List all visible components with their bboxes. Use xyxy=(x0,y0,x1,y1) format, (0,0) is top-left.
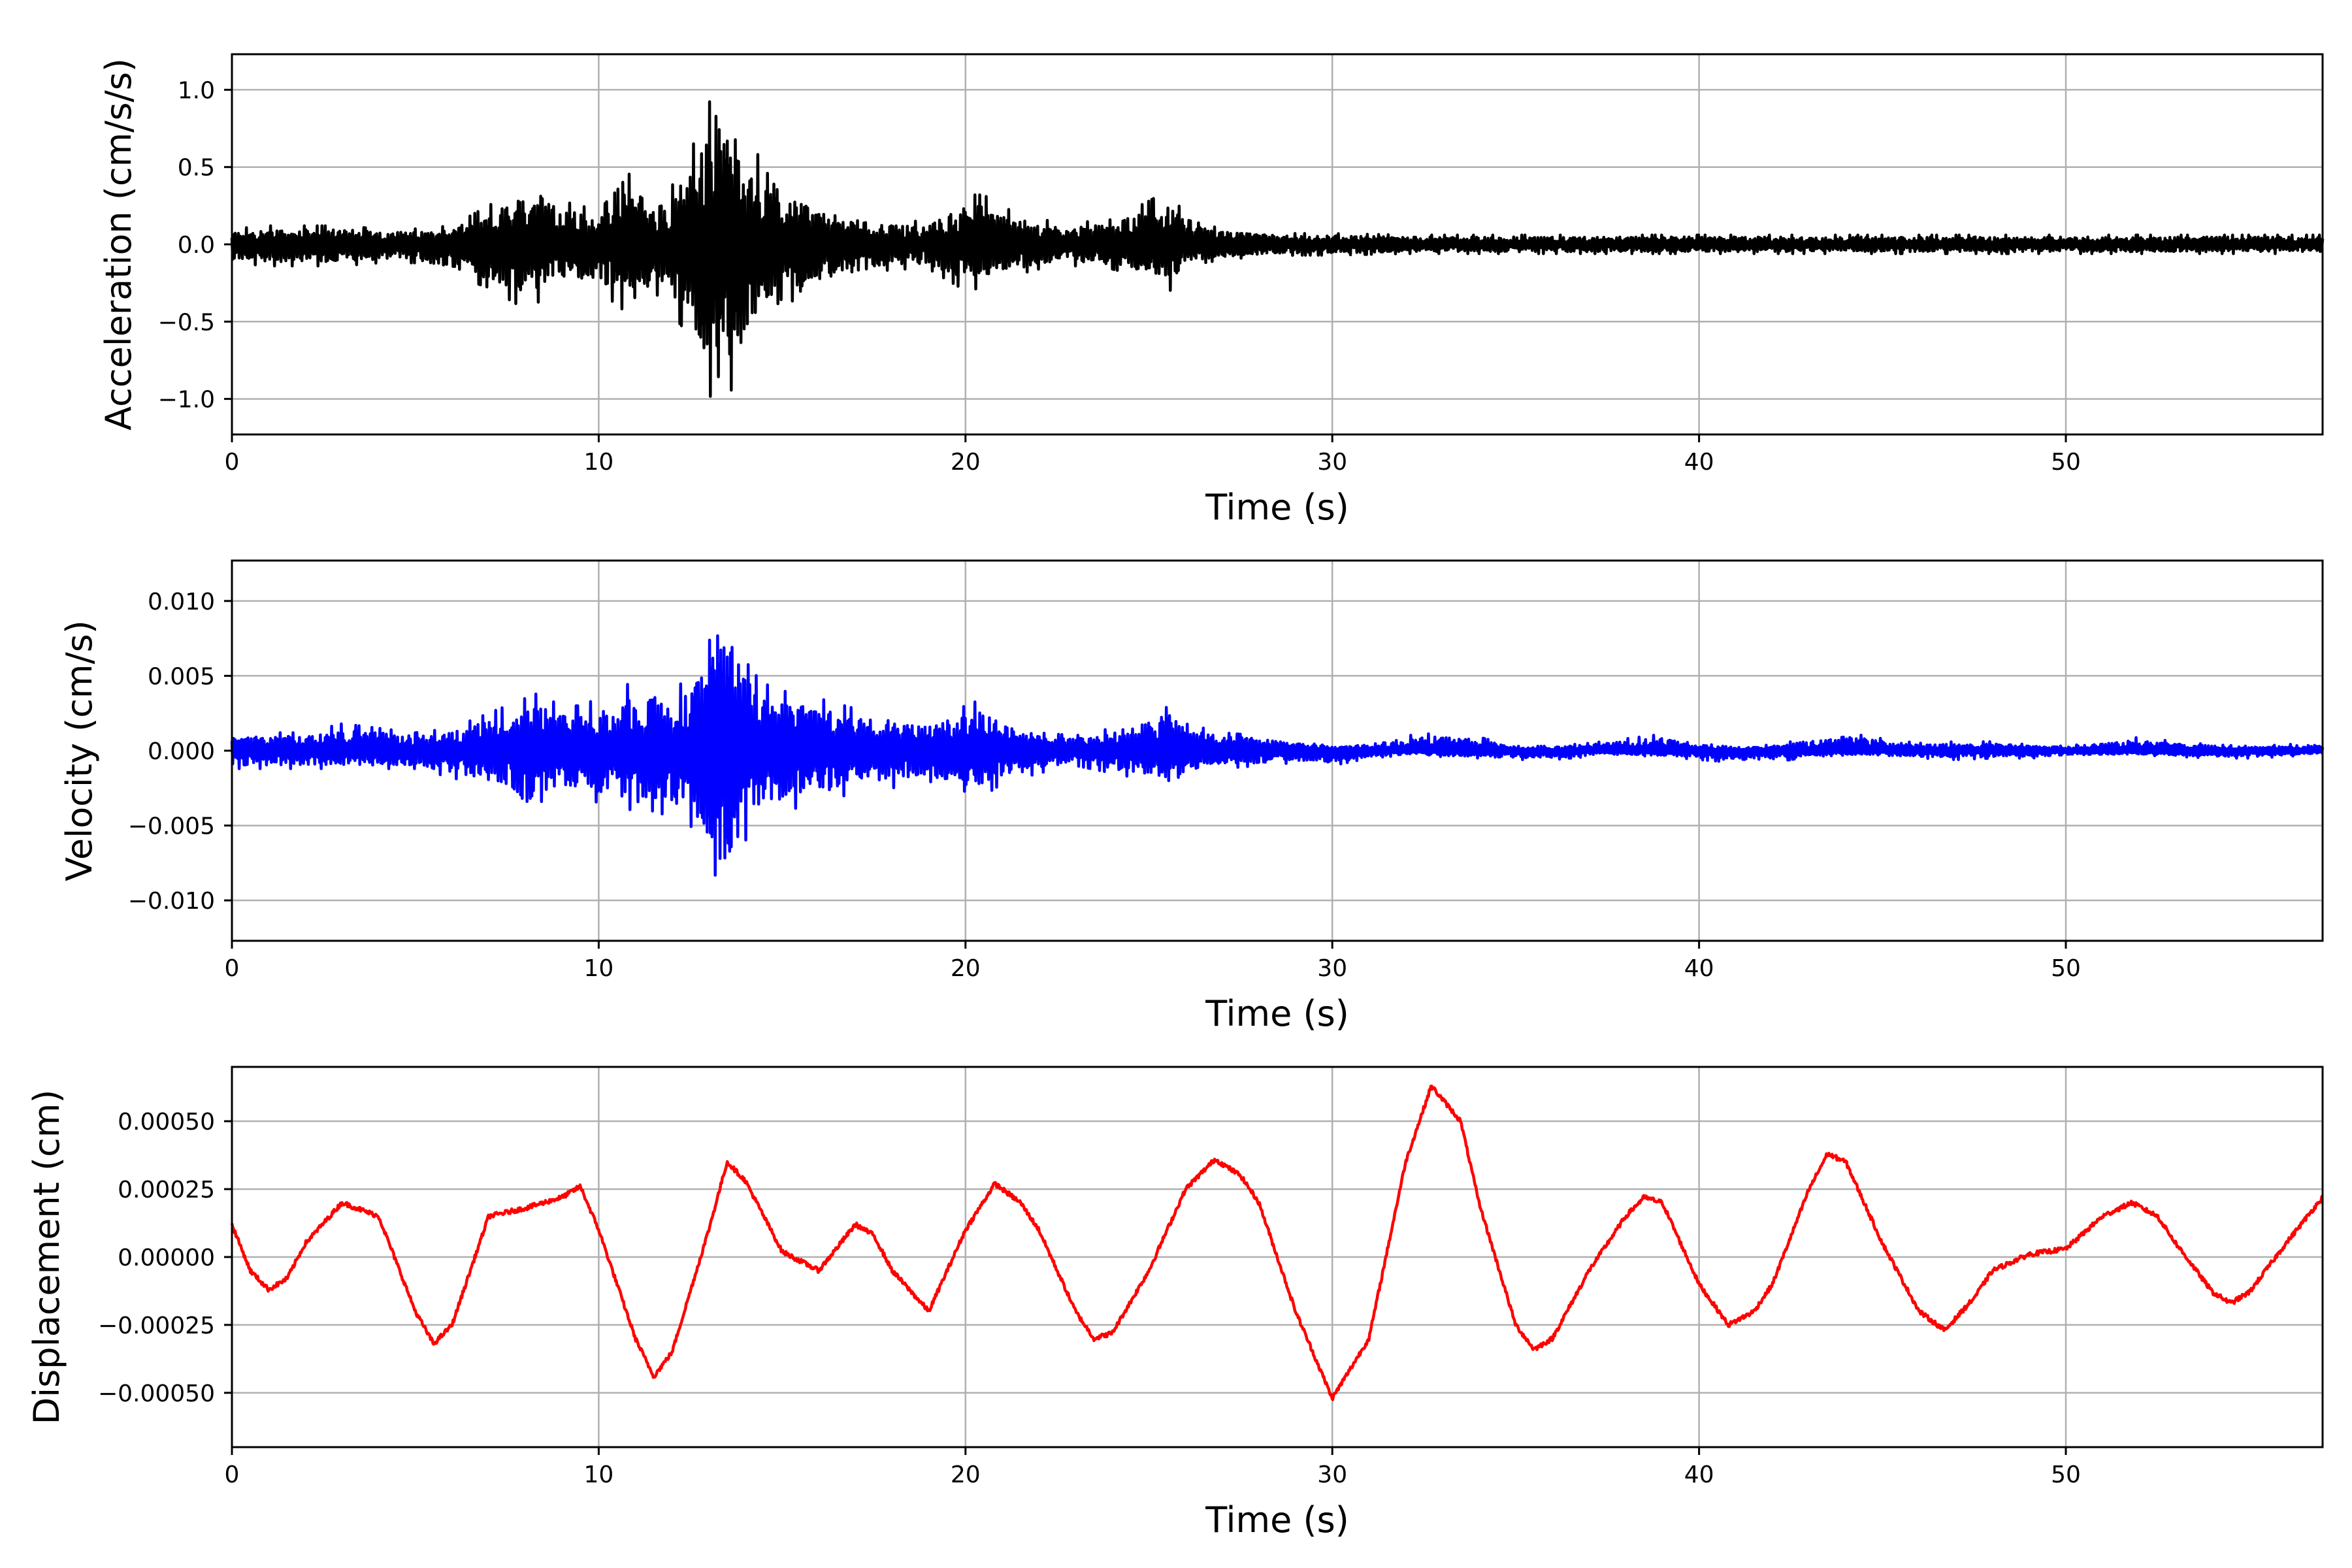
acceleration-x-tick-label: 40 xyxy=(1684,449,1714,476)
velocity-y-tick-label: −0.010 xyxy=(128,888,215,915)
acceleration-y-tick-label: 0.5 xyxy=(178,155,215,182)
displacement-y-axis-label: Displacement (cm) xyxy=(26,1090,67,1425)
velocity-x-tick-label: 30 xyxy=(1317,955,1347,982)
acceleration-x-tick-label: 50 xyxy=(2051,449,2081,476)
displacement-x-axis-label: Time (s) xyxy=(1205,1499,1349,1541)
acceleration-x-tick-label: 20 xyxy=(951,449,981,476)
displacement-x-tick-label: 20 xyxy=(951,1462,981,1488)
velocity-x-tick-label: 40 xyxy=(1684,955,1714,982)
displacement-series-line xyxy=(230,1085,2324,1401)
displacement-y-tick-label: 0.00050 xyxy=(118,1109,215,1135)
displacement-y-tick-label: 0.00025 xyxy=(118,1177,215,1203)
acceleration-x-tick-label: 10 xyxy=(583,449,613,476)
velocity-y-tick-label: 0.005 xyxy=(148,663,215,690)
velocity-panel: 0 10 20 30 40 50 −0.010 −0.005 0.000 0.005 0.010 Ti… xyxy=(59,559,2325,1034)
displacement-x-tick-label: 30 xyxy=(1317,1462,1347,1488)
displacement-y-tick-label: 0.00000 xyxy=(118,1245,215,1271)
displacement-x-tick-label: 40 xyxy=(1684,1462,1714,1488)
velocity-x-tick-label: 20 xyxy=(951,955,981,982)
acceleration-y-tick-label: −1.0 xyxy=(158,387,215,414)
acceleration-x-axis-label: Time (s) xyxy=(1205,487,1349,528)
acceleration-y-tick-label: 1.0 xyxy=(178,77,215,104)
velocity-y-tick-label: −0.005 xyxy=(128,813,215,840)
velocity-x-tick-label: 50 xyxy=(2051,955,2081,982)
acceleration-series-line xyxy=(230,100,2325,398)
acceleration-panel: 0 10 20 30 40 50 −1.0 −0.5 0.0 0.5 1.0 Time (s) Acce… xyxy=(98,53,2325,528)
displacement-x-tick-label: 50 xyxy=(2051,1462,2081,1488)
displacement-panel: 0 10 20 30 40 50 −0.00050 −0.00025 0.00000 0.0002… xyxy=(26,1066,2324,1541)
displacement-y-tick-label: −0.00025 xyxy=(98,1313,215,1339)
displacement-x-tick-label: 0 xyxy=(225,1462,240,1488)
velocity-y-tick-label: 0.010 xyxy=(148,589,215,615)
acceleration-x-tick-label: 0 xyxy=(225,449,240,476)
velocity-x-tick-label: 10 xyxy=(583,955,613,982)
displacement-y-tick-label: −0.00050 xyxy=(98,1380,215,1407)
acceleration-y-tick-label: 0.0 xyxy=(178,232,215,259)
velocity-y-axis-label: Velocity (cm/s) xyxy=(59,620,100,881)
acceleration-x-tick-label: 30 xyxy=(1317,449,1347,476)
velocity-x-tick-label: 0 xyxy=(225,955,240,982)
displacement-x-tick-label: 10 xyxy=(583,1462,613,1488)
velocity-x-axis-label: Time (s) xyxy=(1205,993,1349,1034)
acceleration-y-tick-label: −0.5 xyxy=(158,309,215,336)
velocity-y-tick-label: 0.000 xyxy=(148,738,215,765)
acceleration-y-axis-label: Acceleration (cm/s/s) xyxy=(98,58,139,431)
velocity-series-line xyxy=(230,634,2325,877)
